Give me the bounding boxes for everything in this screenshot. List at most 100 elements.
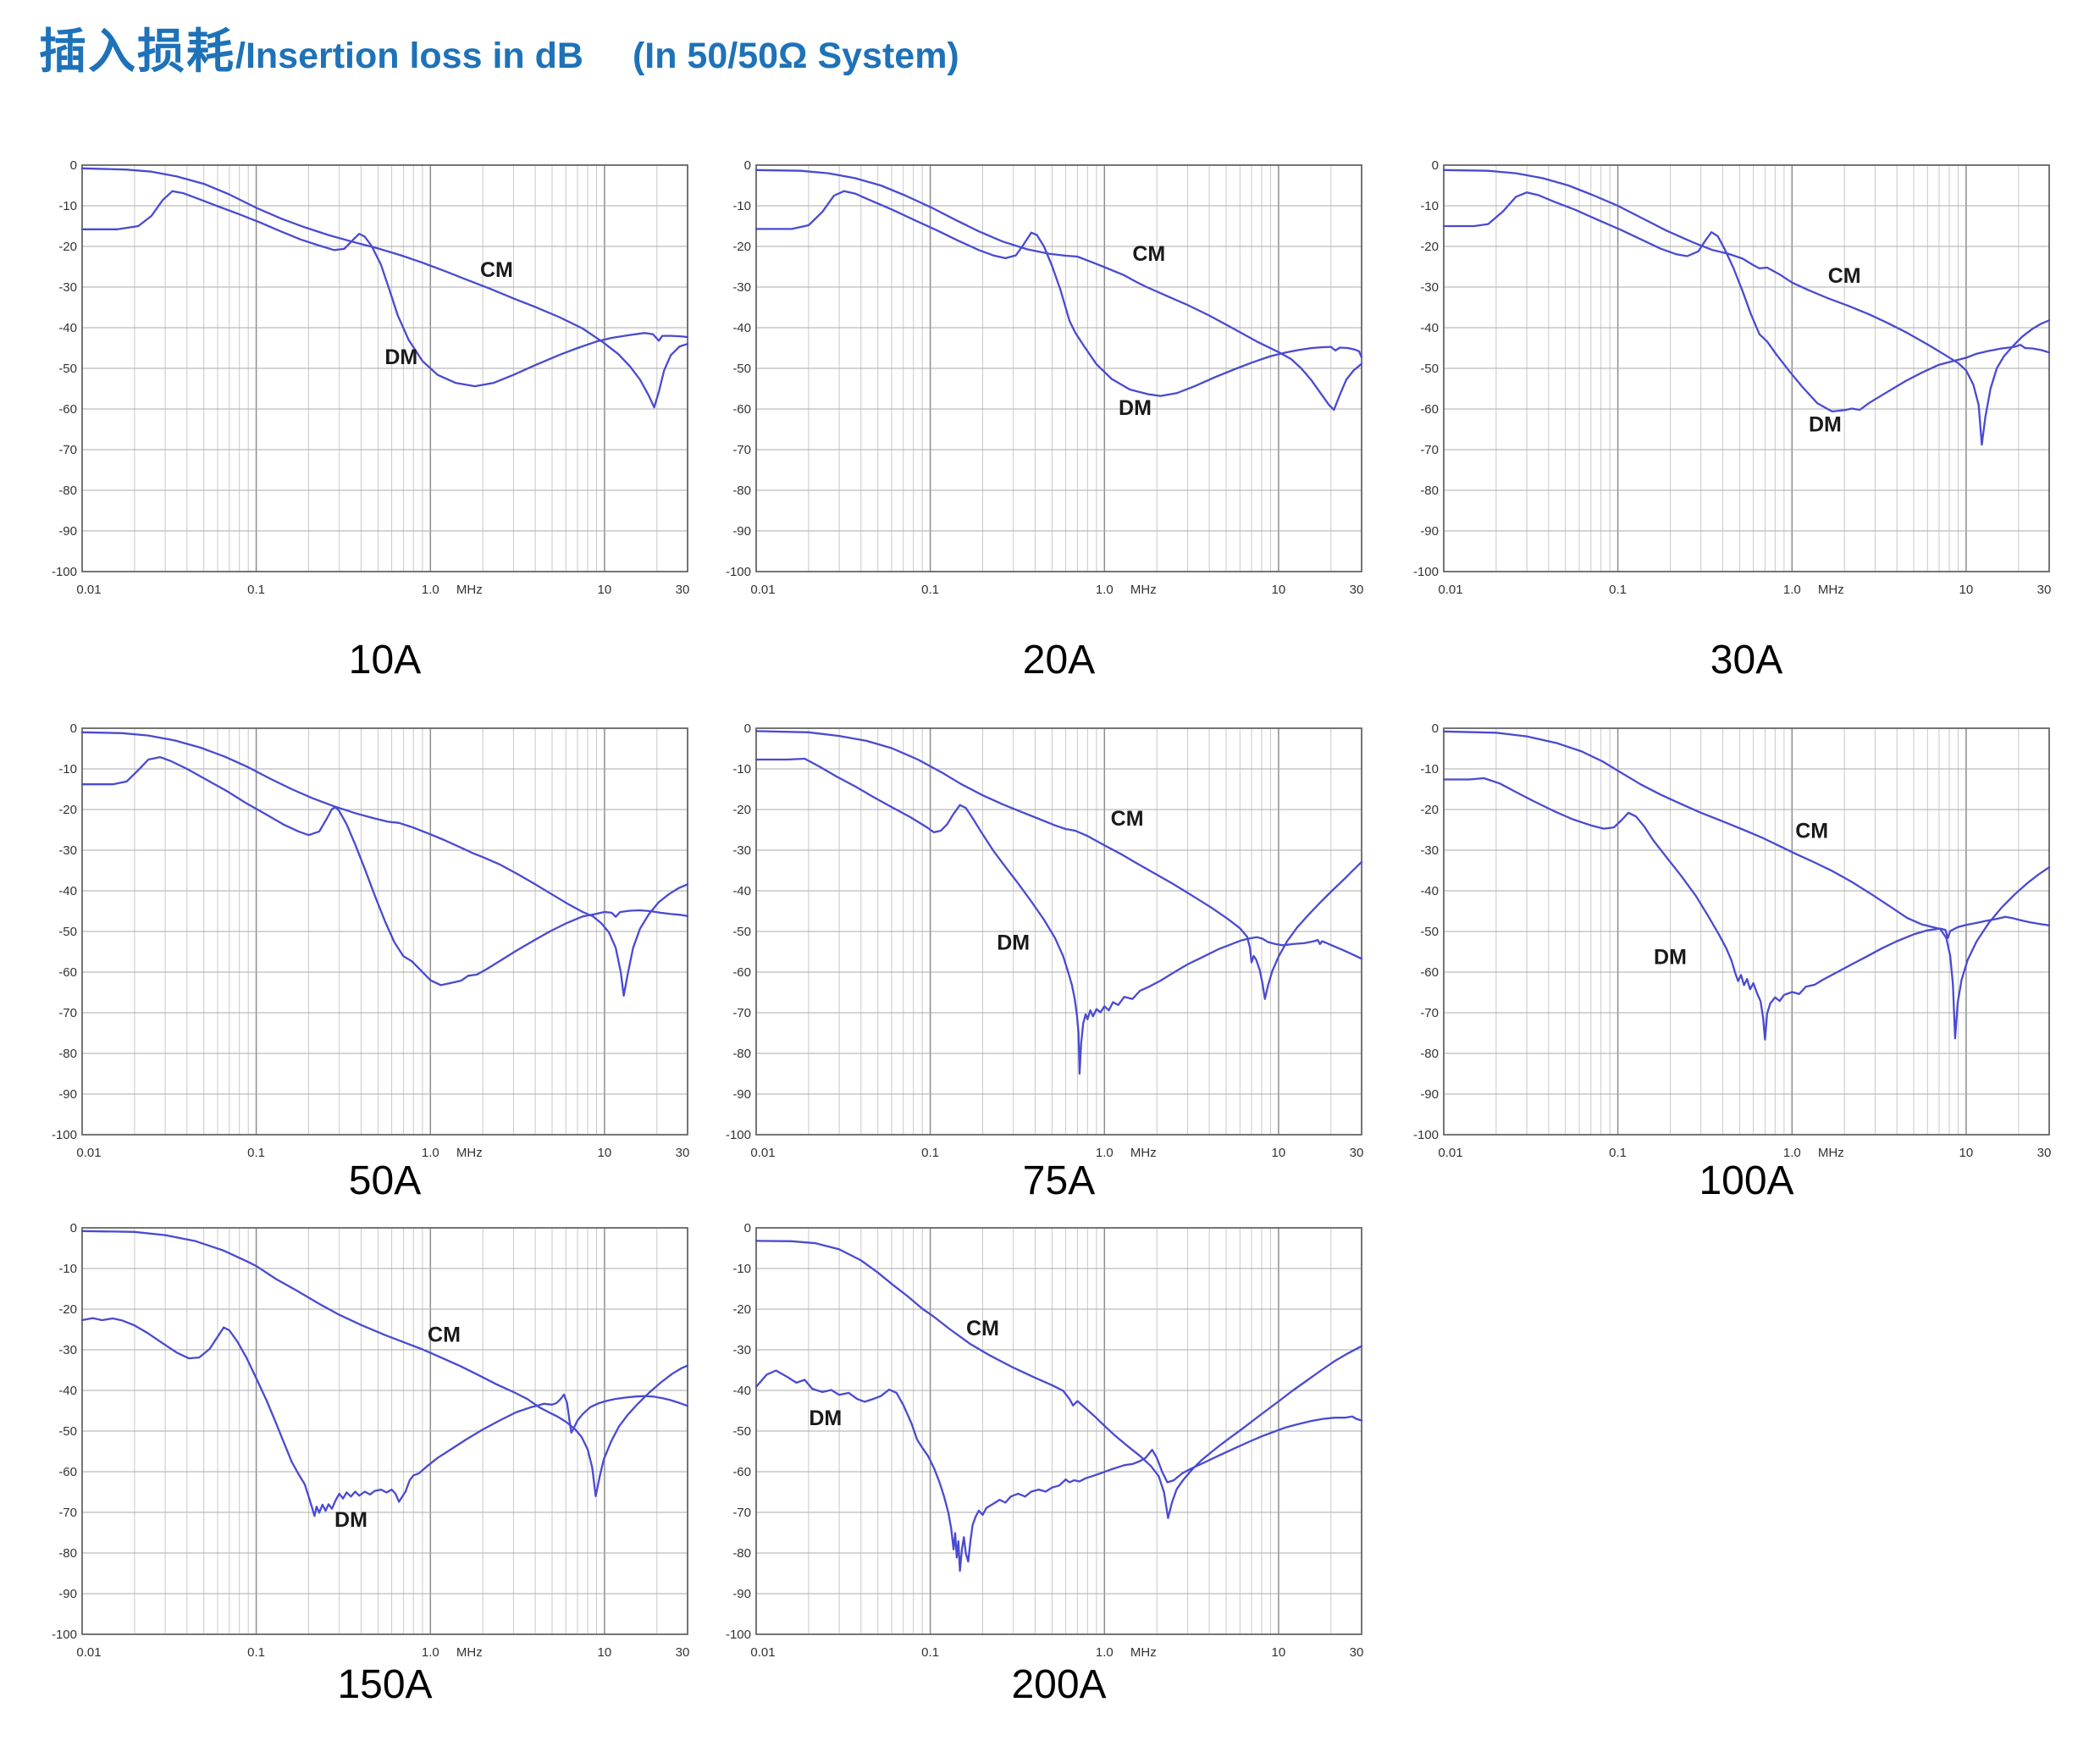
cm-curve <box>754 730 1363 1000</box>
y-tick-label: -20 <box>732 240 751 254</box>
y-tick-label: -30 <box>732 280 751 295</box>
y-tick-label: -50 <box>732 1424 751 1439</box>
x-axis-unit-label: MHz <box>1130 1146 1157 1160</box>
y-tick-label: -60 <box>732 1465 751 1479</box>
cm-curve <box>80 1230 689 1497</box>
y-tick-label: -100 <box>726 565 751 579</box>
y-tick-label: 0 <box>744 721 751 736</box>
y-tick-label: -10 <box>1420 199 1439 213</box>
y-tick-label: -90 <box>732 1587 751 1601</box>
y-tick-label: -80 <box>58 484 77 498</box>
y-tick-label: -60 <box>732 402 751 417</box>
dm-curve-label: DM <box>1119 396 1152 420</box>
x-tick-label: 0.1 <box>921 1146 939 1160</box>
x-axis-unit-label: MHz <box>456 1645 483 1660</box>
grid-hlines <box>82 1268 688 1594</box>
dm-curve <box>754 190 1363 397</box>
x-tick-label: 0.01 <box>1438 583 1462 597</box>
x-tick-label: 0.01 <box>76 1645 101 1660</box>
x-axis-tick-labels: 0.01 0.1 1.0 10 30 MHz <box>76 1645 689 1660</box>
dm-curve-label: DM <box>1809 412 1842 436</box>
dm-curve <box>754 757 1363 1075</box>
y-tick-label: 0 <box>744 1221 751 1235</box>
x-tick-label: 0.1 <box>1609 1146 1627 1160</box>
chart-caption: 50A <box>349 1158 421 1203</box>
x-axis-tick-labels: 0.01 0.1 1.0 10 30 MHz <box>76 1146 689 1160</box>
x-tick-label: 0.01 <box>750 1146 775 1160</box>
cm-curve-label: CM <box>1132 242 1165 266</box>
y-tick-label: 0 <box>744 158 751 173</box>
y-axis-tick-labels: 0 -10 -20 -30 -40 -50 -60 -70 -80 -90 -100 <box>726 721 751 1142</box>
x-axis-unit-label: MHz <box>1818 1146 1844 1160</box>
chart-caption: 30A <box>1710 638 1782 683</box>
y-tick-label: -60 <box>1420 402 1439 417</box>
y-tick-label: -50 <box>58 362 77 376</box>
dm-curve <box>80 1317 689 1517</box>
y-axis-tick-labels: 0 -10 -20 -30 -40 -50 -60 -70 -80 -90 -100 <box>52 1221 77 1642</box>
x-tick-label: 30 <box>676 1146 690 1160</box>
x-tick-label: 1.0 <box>422 583 439 597</box>
y-tick-label: -50 <box>58 1424 77 1439</box>
x-tick-label: 30 <box>676 583 690 597</box>
cm-curve-label: CM <box>1795 820 1828 843</box>
y-tick-label: -100 <box>726 1628 751 1642</box>
grid-hlines <box>1444 205 2049 532</box>
chart-caption: 100A <box>1699 1158 1793 1203</box>
y-tick-label: -10 <box>58 199 77 213</box>
x-tick-label: 1.0 <box>422 1645 439 1660</box>
x-tick-label: 1.0 <box>1096 583 1114 597</box>
dm-curve <box>754 1369 1363 1572</box>
y-tick-label: -90 <box>732 1087 751 1102</box>
plot-border <box>81 727 688 1136</box>
cm-curve <box>80 167 689 409</box>
y-tick-label: -40 <box>732 1384 751 1398</box>
x-tick-label: 0.1 <box>921 1645 939 1660</box>
grid-hlines <box>82 205 688 532</box>
chart-30A: 0 -10 -20 -30 -40 -50 -60 -70 -80 -90 -100 0.01 0.1 1… <box>1406 152 2092 703</box>
x-axis-tick-labels: 0.01 0.1 1.0 10 30 MHz <box>750 1146 1363 1160</box>
y-tick-label: -70 <box>732 1006 751 1020</box>
chart-caption: 10A <box>349 638 421 683</box>
y-tick-label: -60 <box>58 1465 77 1479</box>
y-tick-label: -70 <box>1420 1006 1439 1020</box>
y-tick-label: -90 <box>58 524 77 539</box>
cm-curve <box>754 1240 1363 1519</box>
y-tick-label: -90 <box>1420 1087 1439 1102</box>
x-tick-label: 1.0 <box>1783 583 1801 597</box>
x-tick-label: 30 <box>2037 583 2052 597</box>
x-axis-unit-label: MHz <box>1130 583 1157 597</box>
x-axis-tick-labels: 0.01 0.1 1.0 10 30 MHz <box>750 583 1363 597</box>
x-axis-tick-labels: 0.01 0.1 1.0 10 30 MHz <box>1438 1146 2051 1160</box>
y-tick-label: -70 <box>58 1506 77 1520</box>
x-tick-label: 0.01 <box>76 583 101 597</box>
grid-hlines <box>756 205 1362 532</box>
chart-75A: 0 -10 -20 -30 -40 -50 -60 -70 -80 -90 -100 0.01 0.1 1… <box>718 716 1404 1266</box>
y-tick-label: -80 <box>1420 484 1439 498</box>
chart-150A: 0 -10 -20 -30 -40 -50 -60 -70 -80 -90 -100 0.01 0.1 1… <box>44 1215 730 1752</box>
title-chinese: 插入损耗 <box>39 25 235 78</box>
y-tick-label: -50 <box>732 362 751 376</box>
x-tick-label: 0.1 <box>921 583 939 597</box>
y-tick-label: -90 <box>1420 524 1439 539</box>
x-tick-label: 30 <box>676 1645 690 1660</box>
chart-svg-200A: 0 -10 -20 -30 -40 -50 -60 -70 -80 -90 -100 0.01 0.1 1… <box>726 1221 1363 1707</box>
x-tick-label: 0.01 <box>750 583 775 597</box>
y-tick-label: -30 <box>58 280 77 295</box>
x-tick-label: 0.1 <box>247 583 265 597</box>
y-tick-label: -80 <box>1420 1047 1439 1061</box>
chart-svg-50A: 0 -10 -20 -30 -40 -50 -60 -70 -80 -90 -100 0.01 0.1 1… <box>52 721 689 1203</box>
y-tick-label: -80 <box>732 484 751 498</box>
cm-curve <box>1442 169 2051 446</box>
chart-svg-75A: 0 -10 -20 -30 -40 -50 -60 -70 -80 -90 -100 0.01 0.1 1… <box>726 721 1363 1203</box>
chart-svg-20A: 0 -10 -20 -30 -40 -50 -60 -70 -80 -90 -100 0.01 0.1 1… <box>726 158 1363 683</box>
plot-border <box>755 164 1362 572</box>
chart-caption: 75A <box>1023 1158 1095 1203</box>
cm-curve-label: CM <box>966 1317 999 1340</box>
y-tick-label: -80 <box>58 1546 77 1561</box>
y-axis-tick-labels: 0 -10 -20 -30 -40 -50 -60 -70 -80 -90 -100 <box>52 158 77 579</box>
plot-border <box>81 164 688 572</box>
x-tick-label: 0.01 <box>750 1645 775 1660</box>
dm-curve <box>80 190 689 388</box>
chart-20A: 0 -10 -20 -30 -40 -50 -60 -70 -80 -90 -100 0.01 0.1 1… <box>718 152 1404 703</box>
